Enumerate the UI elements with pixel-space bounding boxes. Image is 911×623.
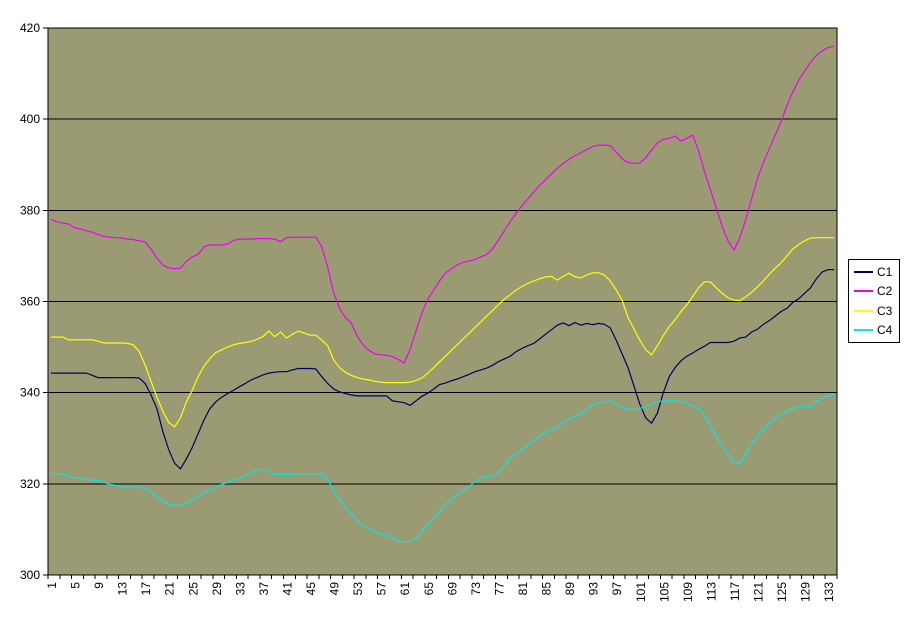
series-c4-swatch	[854, 329, 873, 332]
x-axis-label: 77	[492, 582, 506, 596]
y-axis-label: 340	[20, 386, 40, 400]
series-c4-line	[50, 393, 835, 543]
x-axis-label: 61	[398, 582, 412, 596]
x-axis-label: 13	[116, 582, 130, 596]
x-axis-label: 73	[469, 582, 483, 596]
x-axis-label: 1	[45, 582, 59, 589]
x-axis-label: 49	[328, 582, 342, 596]
x-axis-label: 133	[822, 582, 836, 602]
x-axis-label: 101	[634, 582, 648, 602]
x-axis-label: 41	[281, 582, 295, 596]
series-c1-line	[50, 269, 835, 470]
x-axis-label: 129	[799, 582, 813, 602]
legend-label-c1: C1	[877, 264, 893, 279]
x-axis-label: 53	[351, 582, 365, 596]
legend-label-c3: C3	[877, 303, 893, 318]
x-axis-label: 25	[186, 582, 200, 596]
x-axis-label: 21	[163, 582, 177, 596]
series-c1-swatch	[854, 270, 873, 273]
x-axis-label: 89	[563, 582, 577, 596]
legend-entry-c4: C4	[854, 321, 899, 341]
x-axis-label: 57	[375, 582, 389, 596]
legend-label-c2: C2	[877, 284, 893, 299]
x-axis-label: 121	[752, 582, 766, 602]
series-c2-line	[50, 45, 835, 364]
legend-label-c4: C4	[877, 323, 893, 338]
y-axis-label: 320	[20, 477, 40, 491]
x-axis-label: 117	[728, 582, 742, 601]
x-axis-label: 85	[540, 582, 554, 596]
x-axis-label: 33	[233, 582, 247, 596]
x-axis-label: 65	[422, 582, 436, 596]
x-axis-label: 9	[92, 582, 106, 589]
y-axis-label: 400	[20, 112, 40, 126]
x-axis-label: 45	[304, 582, 318, 596]
x-axis-label: 125	[775, 582, 789, 602]
x-axis-label: 109	[681, 582, 695, 602]
x-axis-label: 97	[610, 582, 624, 596]
y-axis-label: 360	[20, 295, 40, 309]
legend-entry-c2: C2	[854, 282, 899, 302]
x-axis-label: 17	[139, 582, 153, 596]
y-axis-label: 300	[20, 568, 40, 582]
x-axis-label: 5	[69, 582, 83, 589]
y-axis-label: 380	[20, 203, 40, 217]
x-axis-label: 113	[704, 582, 718, 601]
y-axis-label: 420	[20, 21, 40, 35]
x-axis-label: 37	[257, 582, 271, 596]
legend-entry-c3: C3	[854, 301, 899, 321]
x-axis-label: 93	[587, 582, 601, 596]
x-axis-label: 29	[210, 582, 224, 596]
series-c3-swatch	[854, 309, 873, 312]
series-c2-swatch	[854, 290, 873, 293]
legend-entry-c1: C1	[854, 262, 899, 282]
series-c3-line	[50, 237, 835, 428]
x-axis-label: 105	[657, 582, 671, 602]
x-axis-label: 69	[445, 582, 459, 596]
x-axis-label: 81	[516, 582, 530, 596]
legend: C1 C2 C3 C4	[848, 259, 900, 343]
